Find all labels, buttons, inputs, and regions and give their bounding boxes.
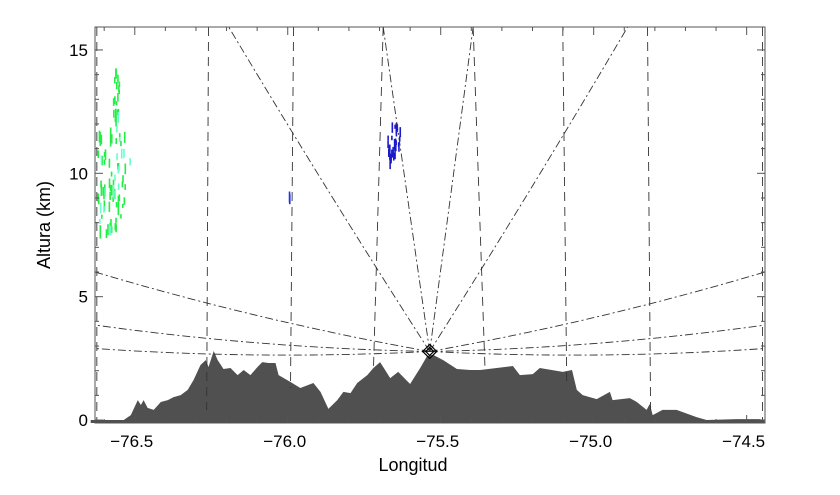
- y-tick-label: 0: [79, 411, 88, 430]
- y-tick-label: 15: [69, 41, 88, 60]
- y-tick-label: 5: [79, 288, 88, 307]
- range-line: [648, 27, 651, 410]
- beam-ray: [430, 27, 473, 351]
- beam-ray: [430, 272, 765, 351]
- x-tick-label: −74.5: [722, 432, 765, 451]
- beam-ray: [383, 27, 430, 351]
- x-tick-label: −76.0: [263, 432, 306, 451]
- echo-cluster: [98, 128, 125, 239]
- x-tick-label: −75.5: [416, 432, 459, 451]
- y-axis-label: Altura (km): [34, 181, 54, 269]
- range-line: [373, 27, 383, 371]
- beam-ray: [430, 325, 765, 351]
- beam-ray: [229, 27, 430, 351]
- beam-ray: [95, 348, 430, 355]
- beam-ray: [95, 272, 430, 351]
- range-line: [207, 27, 209, 410]
- y-tick-label: 10: [69, 164, 88, 183]
- x-tick-label: −76.5: [110, 432, 153, 451]
- range-line: [290, 27, 293, 388]
- terrain-area: [91, 351, 765, 423]
- echo-layer: [98, 68, 400, 238]
- range-line: [473, 27, 485, 371]
- echo-cluster: [388, 122, 400, 169]
- beam-ray: [95, 325, 430, 351]
- x-tick-label: −75.0: [569, 432, 612, 451]
- terrain-layer: [91, 351, 765, 423]
- range-line: [563, 27, 567, 385]
- beam-ray: [430, 27, 628, 351]
- beam-ray: [430, 348, 765, 355]
- x-axis-label: Longitud: [378, 455, 447, 475]
- echo-cluster: [117, 112, 130, 165]
